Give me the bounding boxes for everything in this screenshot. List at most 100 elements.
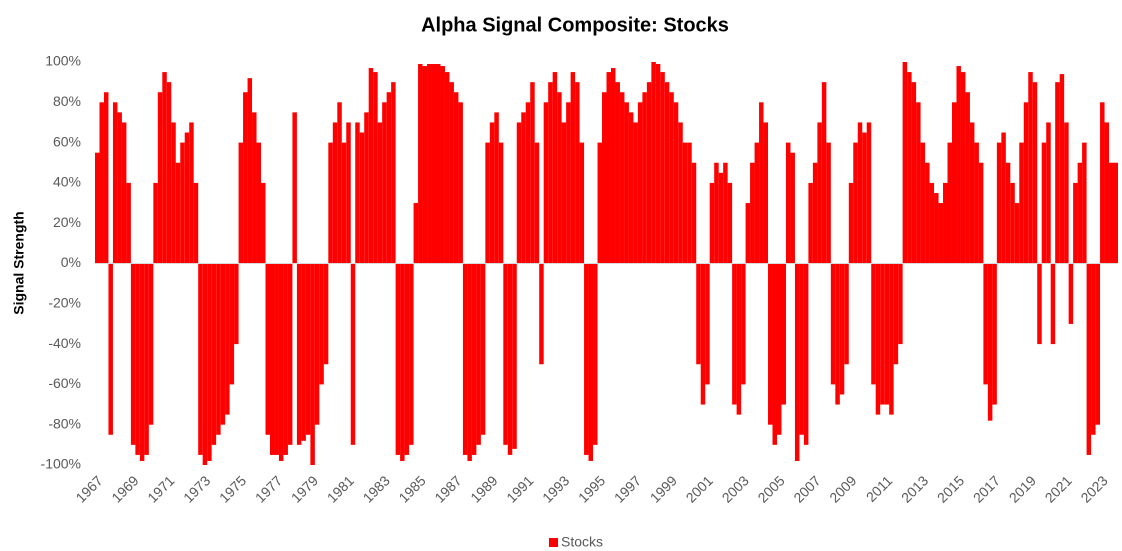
bar	[862, 132, 867, 264]
x-tick-label: 1973	[180, 472, 213, 505]
bar	[516, 122, 522, 264]
bar	[225, 263, 230, 415]
bar	[808, 182, 813, 264]
bar	[95, 152, 100, 264]
bar	[951, 102, 957, 264]
bar	[319, 263, 324, 385]
bar	[121, 122, 127, 264]
bar	[471, 263, 477, 455]
bar	[835, 263, 840, 405]
x-tick-label: 1997	[611, 472, 644, 505]
bar	[714, 162, 719, 264]
bar	[548, 82, 553, 264]
bar	[243, 92, 248, 264]
bar	[884, 263, 890, 405]
bar	[341, 142, 347, 264]
bar	[1086, 263, 1092, 455]
y-tick-label: -100%	[41, 456, 81, 472]
bar	[1082, 142, 1087, 264]
bar	[826, 142, 831, 264]
bar	[171, 122, 176, 264]
bar	[642, 92, 647, 264]
bar	[1037, 263, 1042, 345]
bar	[1073, 182, 1078, 264]
bar	[162, 72, 167, 264]
x-tick-label: 2009	[826, 472, 859, 505]
bar	[1091, 263, 1096, 435]
bar	[498, 142, 504, 264]
bar	[139, 263, 145, 461]
bar	[655, 64, 661, 264]
bar	[359, 132, 365, 264]
bar	[678, 122, 683, 264]
bar	[440, 66, 445, 264]
bar	[332, 122, 338, 264]
bar	[1005, 162, 1011, 264]
x-tick-label: 2023	[1077, 472, 1110, 505]
y-tick-label: 80%	[53, 93, 81, 109]
bar	[619, 92, 625, 264]
bar	[386, 92, 392, 264]
bar	[453, 92, 459, 264]
bar	[1001, 132, 1006, 264]
bar	[821, 82, 827, 264]
bar	[400, 263, 405, 461]
bar	[198, 263, 203, 455]
bar	[992, 263, 997, 405]
bar	[220, 263, 226, 425]
bar	[296, 263, 302, 445]
bar	[978, 162, 984, 264]
bar	[1064, 122, 1069, 264]
bar	[799, 263, 804, 435]
legend-swatch	[549, 538, 558, 547]
bar	[911, 82, 917, 264]
bar	[857, 122, 863, 264]
bar	[781, 263, 786, 405]
bar	[153, 182, 158, 264]
bar	[117, 112, 122, 264]
bar	[530, 82, 535, 264]
bar	[269, 263, 275, 455]
bar	[180, 142, 185, 264]
bar	[803, 263, 809, 445]
bar	[673, 102, 679, 264]
bar	[579, 142, 585, 264]
bar	[830, 263, 836, 385]
bar	[126, 182, 131, 264]
x-tick-label: 1985	[395, 472, 428, 505]
bar	[651, 62, 656, 264]
bar	[1104, 122, 1110, 264]
bar	[669, 92, 674, 264]
bar	[1095, 263, 1101, 425]
bar	[247, 78, 253, 264]
bar	[238, 142, 244, 264]
x-tick-label: 2021	[1042, 472, 1075, 505]
bar	[880, 263, 885, 405]
bar	[1113, 162, 1118, 264]
bar	[763, 122, 769, 264]
bar	[373, 72, 378, 264]
bar	[252, 112, 257, 264]
bar	[99, 102, 104, 264]
bar	[274, 263, 279, 455]
bar	[893, 263, 899, 365]
bar	[965, 92, 970, 264]
bar	[382, 102, 387, 264]
bar	[368, 68, 374, 264]
x-tick-label: 1975	[216, 472, 249, 505]
bar	[189, 122, 194, 264]
bar	[745, 203, 751, 264]
bar	[148, 263, 154, 425]
bar	[130, 263, 136, 445]
y-tick-label: -20%	[48, 295, 81, 311]
bar	[996, 142, 1002, 264]
bar	[566, 102, 571, 264]
bar	[476, 263, 481, 445]
bar	[907, 72, 912, 264]
bar	[557, 92, 562, 264]
bar	[727, 182, 733, 264]
bar	[768, 263, 773, 425]
bar	[682, 142, 688, 264]
bar	[925, 162, 930, 264]
